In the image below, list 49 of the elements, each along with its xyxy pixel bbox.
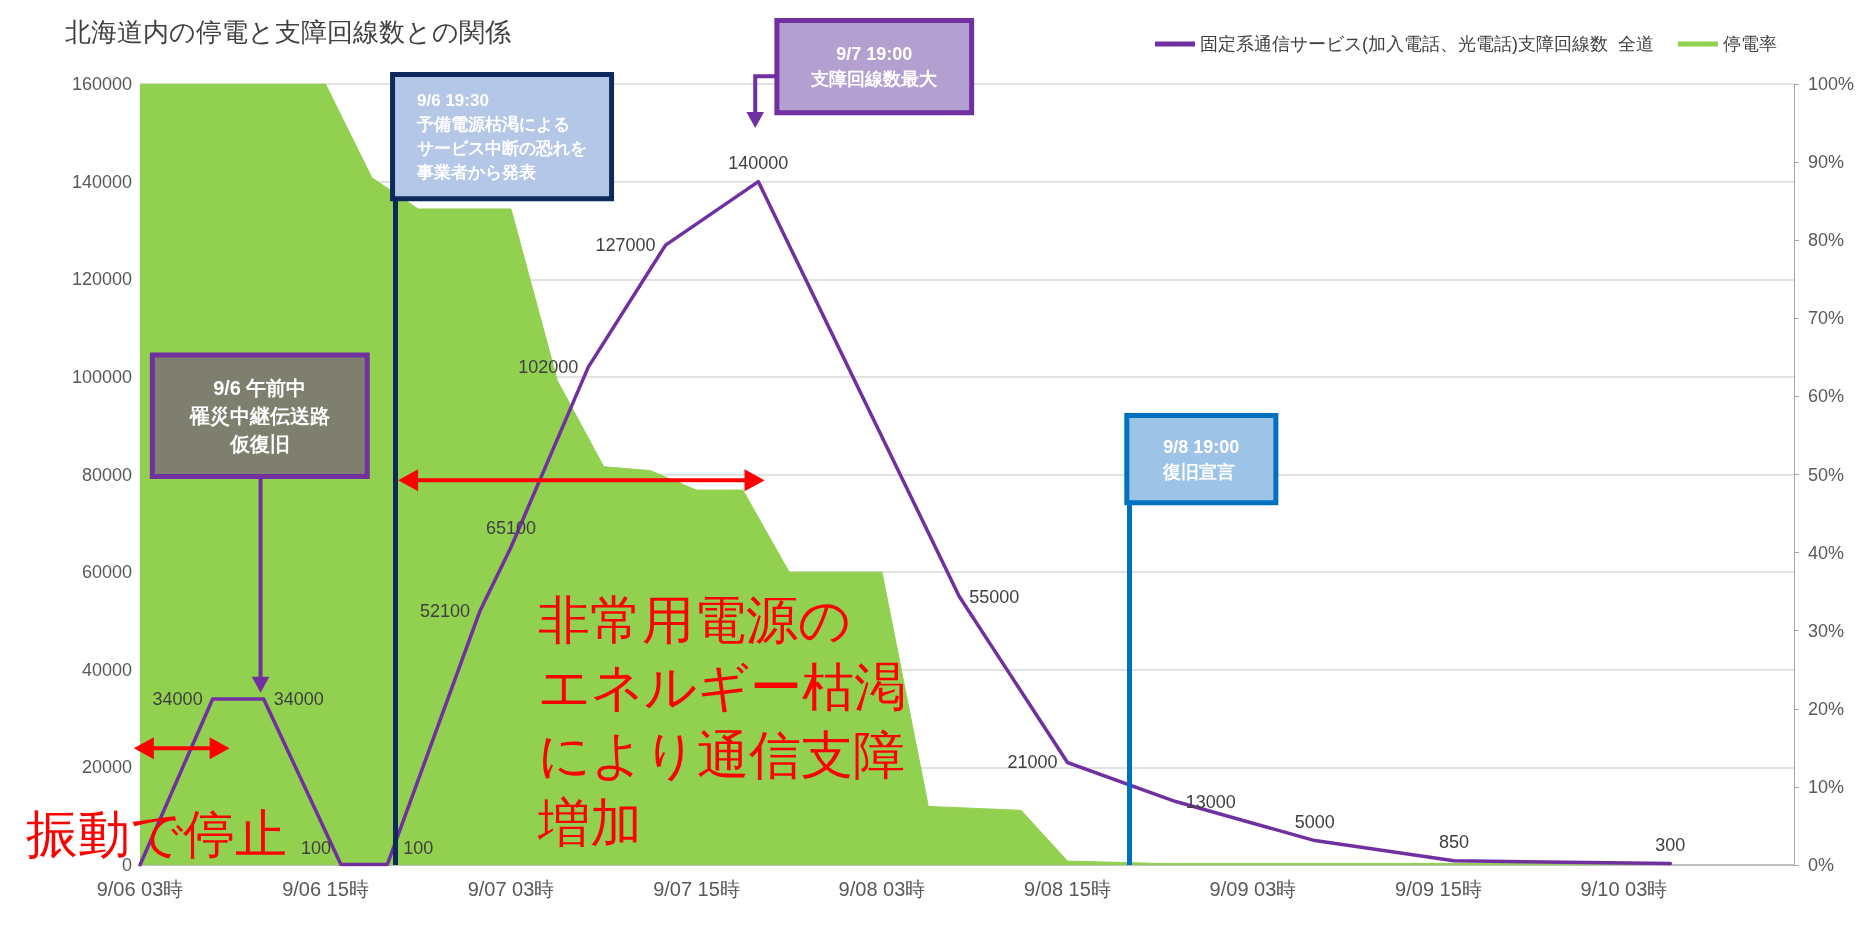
y-tick-label: 120000 <box>71 269 132 290</box>
data-label: 140000 <box>728 152 789 173</box>
y2-tick-label: 0% <box>1808 855 1835 875</box>
annotation: 9/6 午前中罹災中継伝送路仮復旧 <box>188 376 330 455</box>
ref-line-label: 9/8 19:00復旧宣言 <box>1162 436 1240 482</box>
y-tick-label: 100000 <box>71 366 132 387</box>
y2-tick-label: 10% <box>1808 776 1845 797</box>
legend-label: 停電率 <box>1723 34 1777 54</box>
x-tick-label: 9/06 03時 <box>96 878 184 900</box>
data-label: 100 <box>403 837 434 858</box>
x-tick-label: 9/08 03時 <box>838 878 926 900</box>
data-label: 100 <box>300 837 331 858</box>
data-label: 300 <box>1655 834 1686 855</box>
x-tick-label: 9/07 15時 <box>653 878 740 900</box>
y-tick-label: 40000 <box>81 659 132 680</box>
data-label: 21000 <box>1007 752 1058 773</box>
y2-tick-label: 40% <box>1808 542 1845 563</box>
y2-tick-label: 60% <box>1808 386 1845 407</box>
annotation: 非常用電源のエネルギー枯渇により通信支障増加 <box>537 590 906 852</box>
x-tick-label: 9/09 03時 <box>1209 878 1297 900</box>
x-tick-label: 9/07 03時 <box>467 878 555 900</box>
x-tick-label: 9/08 15時 <box>1024 878 1111 900</box>
x-tick-label: 9/09 15時 <box>1395 878 1482 900</box>
chart-title: 北海道内の停電と支障回線数との関係 <box>65 17 511 47</box>
y2-tick-label: 80% <box>1808 230 1845 251</box>
data-label: 34000 <box>273 689 324 710</box>
y-tick-label: 160000 <box>71 74 132 94</box>
data-label: 5000 <box>1294 811 1335 832</box>
y-tick-label: 80000 <box>81 464 132 485</box>
data-label: 850 <box>1438 831 1469 852</box>
data-label: 13000 <box>1185 791 1236 812</box>
x-tick-label: 9/06 15時 <box>282 878 369 900</box>
data-label: 34000 <box>152 689 203 710</box>
annotation: 9/7 19:00支障回線数最大 <box>810 44 939 90</box>
data-label: 127000 <box>595 235 656 256</box>
y-tick-label: 60000 <box>81 562 132 583</box>
data-label: 55000 <box>969 586 1020 607</box>
ref-line-label: 9/6 19:30予備電源枯渇によるサービス中断の恐れを事業者から発表 <box>416 91 588 182</box>
y2-tick-label: 30% <box>1808 620 1845 641</box>
y2-tick-label: 100% <box>1808 74 1855 94</box>
y-tick-label: 20000 <box>81 757 132 778</box>
y2-tick-label: 50% <box>1808 464 1845 485</box>
y-tick-label: 140000 <box>71 171 132 192</box>
y2-tick-label: 90% <box>1808 152 1845 173</box>
x-tick-label: 9/10 03時 <box>1580 878 1668 900</box>
y2-tick-label: 70% <box>1808 308 1845 329</box>
y2-tick-label: 20% <box>1808 698 1845 719</box>
data-label: 52100 <box>420 600 471 621</box>
legend-label: 固定系通信サービス(加入電話、光電話)支障回線数 全道 <box>1200 34 1655 54</box>
